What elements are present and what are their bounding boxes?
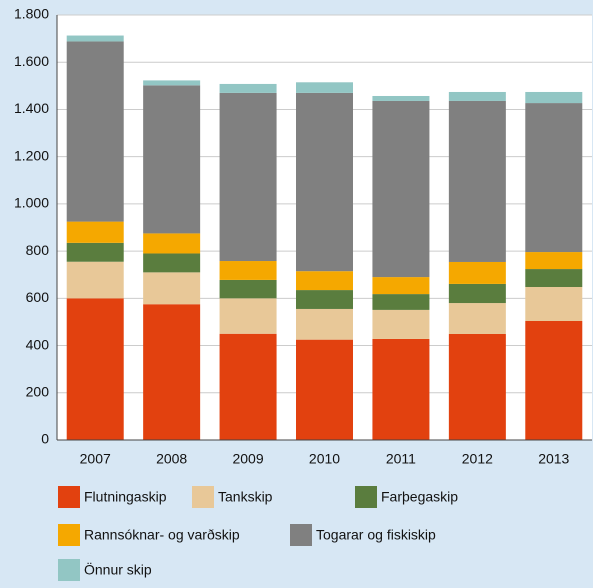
bar-segment: [143, 85, 201, 234]
bar-segment: [372, 338, 430, 440]
bar-segment: [219, 261, 277, 280]
bar-segment: [448, 91, 506, 101]
bar-segment: [66, 35, 124, 42]
bar-segment: [525, 103, 583, 253]
y-tick-label: 1.000: [14, 195, 49, 211]
x-tick-label: 2009: [232, 451, 263, 467]
bar-segment: [448, 333, 506, 440]
y-tick-label: 1.200: [14, 147, 49, 163]
bar-segment: [296, 271, 353, 291]
bar-segment: [525, 321, 583, 440]
bar-segment: [219, 333, 277, 440]
bar-segment: [143, 272, 201, 305]
bar-segment: [525, 91, 583, 104]
x-tick-label: 2010: [309, 451, 340, 467]
bar-segment: [66, 298, 124, 440]
legend-label: Togarar og fiskiskip: [316, 527, 436, 543]
legend-label: Farþegaskip: [381, 489, 458, 505]
x-tick-label: 2013: [538, 451, 569, 467]
bar-segment: [372, 277, 430, 295]
bar-segment: [296, 308, 353, 340]
bar-segment: [219, 92, 277, 262]
y-tick-label: 1.600: [14, 53, 49, 69]
bar-segment: [372, 95, 430, 101]
legend-label: Rannsóknar- og varðskip: [84, 527, 240, 543]
bar-segment: [66, 41, 124, 222]
bar-segment: [448, 261, 506, 284]
legend-swatch: [355, 486, 377, 508]
y-tick-label: 1.800: [14, 6, 49, 22]
legend-swatch: [192, 486, 214, 508]
bar-segment: [219, 279, 277, 299]
bar-segment: [296, 82, 353, 93]
bar-segment: [296, 92, 353, 272]
bar-segment: [219, 83, 277, 93]
bar-segment: [448, 303, 506, 334]
y-tick-label: 600: [26, 289, 50, 305]
bar-segment: [143, 304, 201, 440]
bar-segment: [448, 100, 506, 262]
bar-segment: [219, 298, 277, 334]
bar-segment: [143, 233, 201, 254]
legend-swatch: [58, 524, 80, 546]
x-tick-label: 2012: [462, 451, 493, 467]
bar-segment: [372, 294, 430, 310]
bar-segment: [525, 269, 583, 287]
bar-segment: [143, 80, 201, 86]
bar-segment: [372, 100, 430, 278]
bar-segment: [448, 283, 506, 304]
bar-segment: [66, 242, 124, 262]
bar-segment: [525, 287, 583, 321]
bar-segment: [296, 339, 353, 440]
bar-segment: [143, 253, 201, 273]
y-tick-label: 0: [41, 431, 49, 447]
legend-swatch: [58, 559, 80, 581]
y-tick-label: 800: [26, 242, 50, 258]
x-tick-label: 2011: [386, 451, 416, 467]
legend-label: Önnur skip: [84, 561, 152, 578]
y-tick-label: 1.400: [14, 100, 49, 116]
legend-swatch: [290, 524, 312, 546]
bar-segment: [296, 290, 353, 309]
bar-segment: [66, 221, 124, 243]
x-tick-label: 2008: [156, 451, 187, 467]
x-tick-label: 2007: [80, 451, 111, 467]
y-tick-label: 400: [26, 336, 50, 352]
bar-segment: [372, 309, 430, 339]
bar-segment: [66, 261, 124, 299]
y-tick-label: 200: [26, 383, 50, 399]
bar-segment: [525, 252, 583, 270]
legend-swatch: [58, 486, 80, 508]
legend-label: Tankskip: [218, 489, 273, 505]
legend-label: Flutningaskip: [84, 489, 167, 505]
